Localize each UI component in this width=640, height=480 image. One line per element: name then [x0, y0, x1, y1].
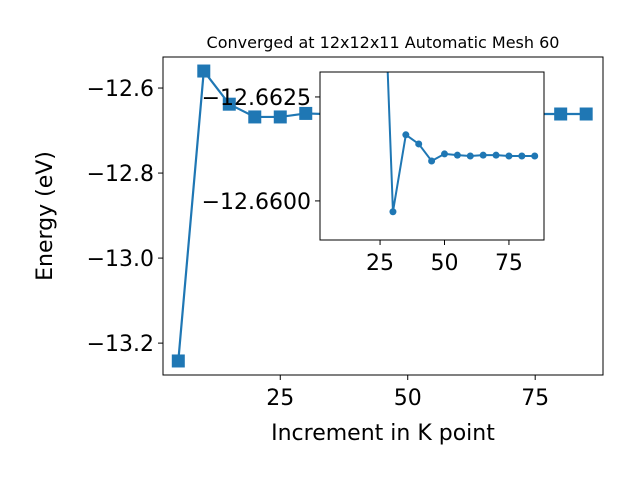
- x-tick-label: 75: [521, 386, 549, 411]
- marker: [453, 151, 461, 159]
- marker: [171, 354, 185, 368]
- marker: [389, 208, 397, 216]
- marker: [428, 157, 436, 165]
- y-tick-label: −13.0: [87, 247, 154, 272]
- marker: [441, 150, 449, 158]
- marker: [402, 131, 410, 139]
- marker: [273, 110, 287, 124]
- y-tick-label: −12.6: [87, 77, 154, 102]
- marker: [197, 64, 211, 78]
- marker: [299, 106, 313, 120]
- marker: [222, 97, 236, 111]
- marker: [492, 151, 500, 159]
- y-axis-label: Energy (eV): [33, 151, 58, 281]
- x-tick-label: 50: [394, 386, 422, 411]
- chart-title: Converged at 12x12x11 Automatic Mesh 60: [207, 33, 560, 52]
- marker: [531, 152, 539, 160]
- marker: [554, 107, 568, 121]
- marker: [579, 107, 593, 121]
- x-tick-label: 75: [495, 251, 523, 276]
- y-tick-label: −12.6600: [202, 190, 311, 215]
- marker: [415, 140, 423, 148]
- axes-frame: [319, 71, 545, 241]
- x-axis-label: Increment in K point: [271, 421, 495, 446]
- x-tick-label: 25: [266, 386, 294, 411]
- plot-layer: [386, 72, 539, 216]
- y-tick-label: −12.8: [87, 162, 154, 187]
- marker: [248, 110, 262, 124]
- marker: [518, 152, 526, 160]
- y-tick-label: −12.6625: [202, 86, 311, 111]
- x-tick-label: 50: [431, 251, 459, 276]
- x-tick-label: 25: [366, 251, 394, 276]
- y-tick-label: −13.2: [87, 332, 154, 357]
- marker: [505, 152, 513, 160]
- axes-frame: [162, 56, 604, 376]
- marker: [466, 152, 474, 160]
- marker: [479, 151, 487, 159]
